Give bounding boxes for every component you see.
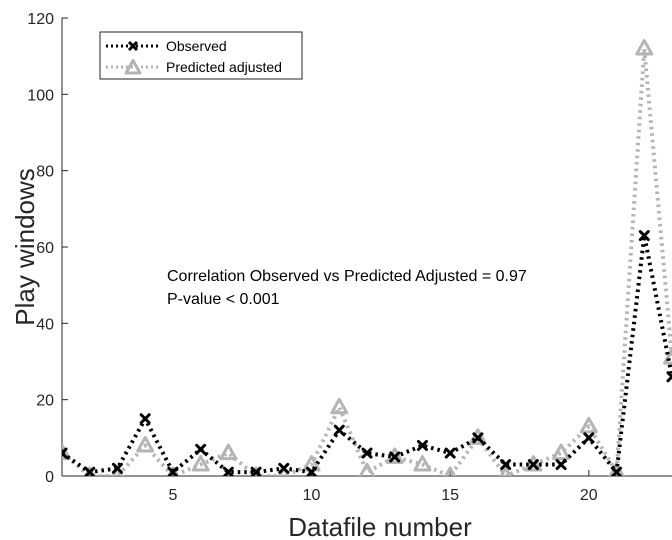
y-tick-label: 100 [27, 87, 54, 104]
legend-box [99, 31, 303, 80]
legend-marker-predicted [124, 59, 142, 75]
data-point-predicted-adjusted [608, 462, 625, 476]
data-point-observed [62, 447, 68, 459]
x-tick-label: 20 [580, 487, 598, 504]
data-point-predicted-adjusted [468, 428, 487, 445]
data-point-observed [111, 462, 123, 474]
data-point-predicted-adjusted [302, 455, 321, 472]
data-point-observed [84, 466, 96, 476]
series-line-predicted-adjusted [62, 46, 672, 476]
legend-entry-observed: Observed [106, 38, 227, 54]
legend-marker-observed [127, 40, 139, 52]
legend-label-predicted: Predicted adjusted [166, 59, 282, 75]
data-point-observed [611, 466, 623, 476]
y-tick-label: 0 [45, 469, 54, 486]
data-point-observed [500, 459, 512, 471]
data-point-predicted-adjusted [552, 443, 571, 461]
data-point-observed [416, 439, 428, 451]
data-point-observed [389, 451, 401, 463]
data-point-observed [222, 466, 234, 476]
axes [61, 17, 672, 477]
legend-label-observed: Observed [166, 38, 227, 54]
data-point-predicted-adjusted [499, 466, 512, 476]
tick-labels: 0 20 40 60 80 100 120 5 10 15 20 [27, 11, 598, 504]
data-point-predicted-adjusted [136, 435, 155, 453]
data-point-observed [333, 424, 345, 436]
annotation-p-value: P-value < 0.001 [167, 291, 280, 308]
y-axis-label: Play windows [10, 168, 40, 326]
data-point-observed [638, 230, 650, 242]
data-point-observed [583, 432, 595, 444]
y-tick-label: 20 [36, 393, 54, 410]
x-tick-label: 10 [303, 487, 321, 504]
annotation-correlation: Correlation Observed vs Predicted Adjust… [167, 268, 527, 285]
data-point-observed [139, 413, 151, 425]
data-point-predicted-adjusted [219, 443, 238, 461]
data-point-predicted-adjusted [663, 348, 672, 365]
data-point-predicted-adjusted [385, 447, 404, 464]
x-axis-label: Datafile number [288, 512, 472, 540]
data-point-predicted-adjusted [579, 416, 598, 434]
data-point-predicted-adjusted [413, 455, 432, 472]
data-point-observed [306, 466, 318, 476]
data-point-observed [167, 466, 179, 476]
data-point-observed [361, 447, 373, 459]
data-point-observed [250, 466, 262, 476]
data-point-predicted-adjusted [635, 39, 654, 56]
data-point-predicted-adjusted [358, 462, 376, 476]
data-point-predicted-adjusted [62, 443, 71, 461]
y-tick-label: 80 [36, 164, 54, 181]
legend: Observed Predicted adjusted [99, 31, 303, 80]
data-point-predicted-adjusted [444, 466, 457, 476]
x-tick-label: 15 [441, 487, 459, 504]
data-point-observed [195, 443, 207, 455]
data-point-observed [278, 462, 290, 474]
data-point-predicted-adjusted [330, 397, 349, 415]
data-point-observed [666, 371, 672, 383]
data-point-predicted-adjusted [111, 466, 124, 476]
data-point-observed [444, 447, 456, 459]
series-layer [62, 39, 672, 476]
data-point-predicted-adjusted [524, 455, 543, 472]
data-point-observed [527, 459, 539, 471]
x-tick-label: 5 [168, 487, 177, 504]
y-tick-label: 40 [36, 316, 54, 333]
data-point-observed [472, 432, 484, 444]
series-line-observed [62, 233, 672, 475]
data-point-observed [555, 459, 567, 471]
y-tick-label: 60 [36, 240, 54, 257]
legend-entry-predicted-adjusted: Predicted adjusted [106, 59, 282, 75]
data-point-predicted-adjusted [191, 455, 210, 472]
y-tick-label: 120 [27, 11, 54, 28]
data-point-predicted-adjusted [277, 466, 290, 476]
